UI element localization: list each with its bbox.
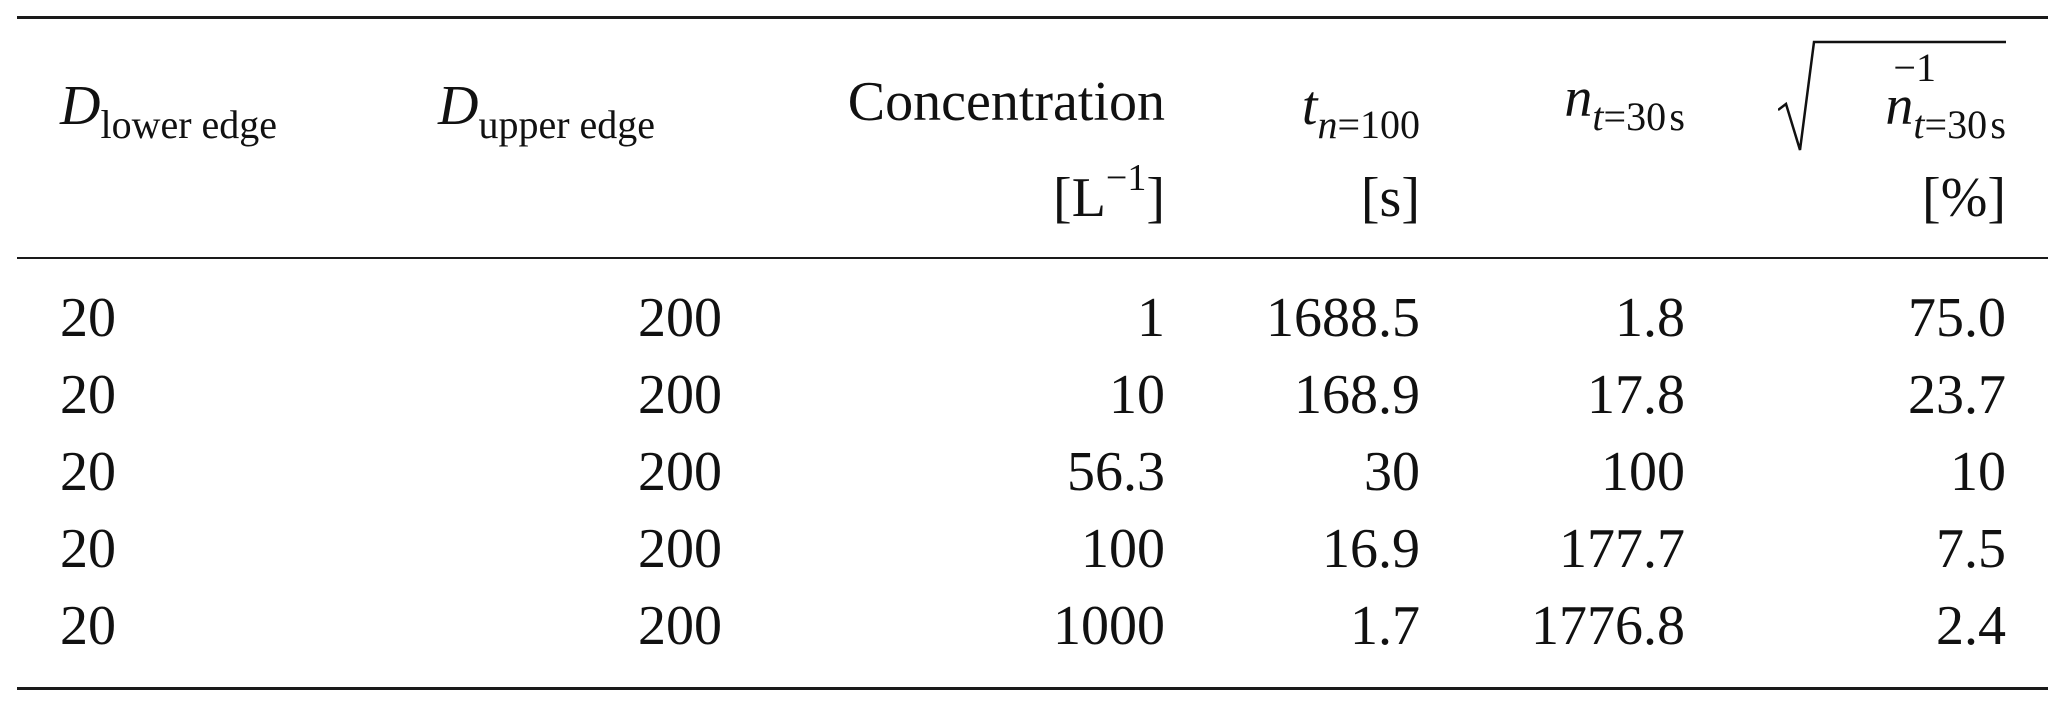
- header-symbol: D: [438, 75, 479, 137]
- header-t-n100: tn=100: [1301, 75, 1420, 145]
- cell-n-t30s: 1.8: [1615, 287, 1685, 349]
- cell-t-n100: 30: [1364, 441, 1420, 503]
- header-rule: [17, 257, 2048, 259]
- bottom-rule: [17, 687, 2048, 690]
- header-subscript: t=30 s: [1592, 94, 1685, 139]
- cell-d-upper: 200: [638, 518, 722, 580]
- cell-sqrt-percent: 10: [1950, 441, 2006, 503]
- header-subscript: upper edge: [478, 102, 656, 147]
- sqrt-content: n −1 t=30 s: [1885, 45, 2006, 147]
- cell-n-t30s: 1776.8: [1531, 595, 1685, 657]
- header-concentration: Concentration: [847, 71, 1165, 133]
- cell-d-upper: 200: [638, 595, 722, 657]
- cell-concentration: 10: [1109, 364, 1165, 426]
- cell-d-lower: 20: [60, 518, 116, 580]
- cell-d-lower: 20: [60, 441, 116, 503]
- header-d-upper-edge: Dupper edge: [438, 75, 655, 145]
- cell-t-n100: 1688.5: [1266, 287, 1420, 349]
- cell-d-lower: 20: [60, 364, 116, 426]
- cell-concentration: 1000: [1053, 595, 1165, 657]
- unit-open: [L: [1053, 167, 1106, 229]
- cell-n-t30s: 17.8: [1587, 364, 1685, 426]
- cell-t-n100: 1.7: [1350, 595, 1420, 657]
- unit-close: ]: [1146, 167, 1165, 229]
- cell-d-upper: 200: [638, 441, 722, 503]
- header-symbol: n: [1885, 75, 1914, 137]
- cell-d-upper: 200: [638, 287, 722, 349]
- header-n-t30s: nt=30 s: [1564, 67, 1685, 137]
- cell-t-n100: 16.9: [1322, 518, 1420, 580]
- header-sqrt-n-inverse: n −1 t=30 s: [1778, 38, 2006, 158]
- cell-n-t30s: 177.7: [1559, 518, 1685, 580]
- header-superscript: −1: [1893, 45, 1936, 90]
- header-d-lower-edge: Dlower edge: [60, 75, 277, 145]
- header-sqrt-unit: [%]: [1922, 167, 2006, 229]
- cell-d-lower: 20: [60, 287, 116, 349]
- header-subscript: lower edge: [100, 102, 278, 147]
- cell-concentration: 100: [1081, 518, 1165, 580]
- cell-t-n100: 168.9: [1294, 364, 1420, 426]
- cell-sqrt-percent: 75.0: [1908, 287, 2006, 349]
- cell-sqrt-percent: 2.4: [1936, 595, 2006, 657]
- header-subscript: n=100: [1317, 102, 1420, 147]
- header-symbol: n: [1564, 67, 1593, 129]
- top-rule: [17, 16, 2048, 19]
- cell-sqrt-percent: 23.7: [1908, 364, 2006, 426]
- cell-n-t30s: 100: [1601, 441, 1685, 503]
- cell-concentration: 1: [1137, 287, 1165, 349]
- unit-superscript: −1: [1105, 157, 1147, 199]
- sqrt-icon: [1778, 40, 2006, 151]
- cell-d-lower: 20: [60, 595, 116, 657]
- cell-sqrt-percent: 7.5: [1936, 518, 2006, 580]
- header-t-n100-unit: [s]: [1360, 167, 1420, 229]
- header-subscript: t=30 s: [1913, 102, 2006, 147]
- cell-concentration: 56.3: [1067, 441, 1165, 503]
- header-symbol: t: [1301, 75, 1318, 137]
- cell-d-upper: 200: [638, 364, 722, 426]
- header-symbol: D: [60, 75, 101, 137]
- header-concentration-unit: [L−1]: [1053, 159, 1165, 229]
